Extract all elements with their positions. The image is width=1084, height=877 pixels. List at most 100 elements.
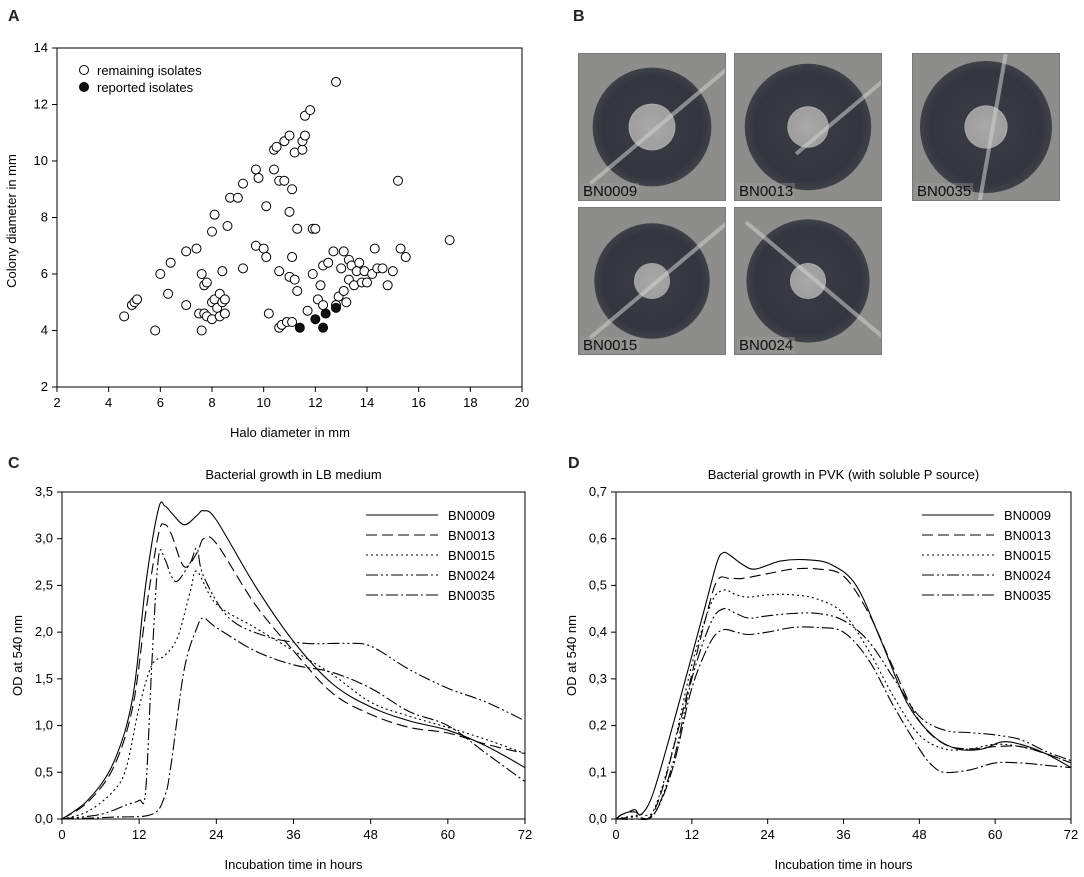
pvk-series-bn0024 (615, 607, 1072, 820)
pvk-x-tick-label: 24 (760, 827, 774, 842)
scatter-x-tick-label: 6 (157, 395, 164, 410)
scatter-y-tick-label: 4 (41, 323, 48, 338)
lb-legend-label-bn0009: BN0009 (448, 508, 495, 523)
pvk-x-tick-label: 0 (612, 827, 619, 842)
pvk-title: Bacterial growth in PVK (with soluble P … (708, 467, 979, 482)
legend-label-reported: reported isolates (97, 80, 194, 95)
lb-y-label: OD at 540 nm (10, 615, 25, 696)
pvk-legend-label-bn0015: BN0015 (1004, 548, 1051, 563)
scatter-y-tick-label: 12 (34, 97, 48, 112)
scatter-point-remaining (331, 76, 341, 87)
scatter-point-remaining (232, 192, 243, 203)
scatter-point-remaining (338, 246, 349, 257)
plate-label-bn0035: BN0035 (915, 183, 974, 200)
scatter-point-remaining (250, 164, 261, 175)
scatter-point-remaining (377, 263, 388, 274)
lb-series-bn0024 (61, 547, 526, 820)
scatter-point-remaining (132, 294, 143, 305)
scatter-point-remaining (274, 266, 285, 277)
panel-label-b: B (573, 8, 585, 25)
plate-label-bn0015: BN0015 (581, 337, 640, 354)
scatter-point-remaining (181, 246, 192, 257)
lb-title: Bacterial growth in LB medium (205, 467, 381, 482)
scatter-point-remaining (395, 243, 406, 254)
pvk-y-tick-label: 0,4 (589, 624, 607, 639)
scatter-x-tick-label: 8 (208, 395, 215, 410)
lb-x-tick-label: 72 (518, 827, 532, 842)
scatter-point-reported (318, 322, 329, 333)
lb-y-tick-label: 2,5 (35, 577, 53, 592)
scatter-point-remaining (315, 280, 326, 291)
plate-photo-bn0009: BN0009 (578, 53, 726, 201)
scatter-point-remaining (207, 226, 217, 237)
scatter-x-tick-label: 2 (53, 395, 60, 410)
lb-growth-chart: Bacterial growth in LB medium 0 12 24 36 48 60… (10, 467, 532, 872)
pvk-x-label: Incubation time in hours (774, 857, 913, 872)
legend-marker-reported (79, 82, 89, 92)
pvk-x-tick-label: 12 (685, 827, 699, 842)
scatter-y-tick-label: 2 (41, 379, 48, 394)
scatter-point-remaining (341, 297, 352, 308)
scatter-point-remaining (287, 317, 298, 328)
lb-x-tick-label: 24 (209, 827, 223, 842)
pvk-x-tick-label: 60 (988, 827, 1002, 842)
scatter-y-tick-label: 6 (41, 266, 48, 281)
panel-label-d: D (568, 455, 580, 472)
scatter-point-remaining (269, 164, 279, 175)
scatter-point-remaining (287, 252, 298, 263)
plate-photo-bn0024: BN0024 (734, 207, 882, 355)
lb-x-tick-label: 60 (441, 827, 455, 842)
pvk-y-tick-label: 0,3 (589, 671, 607, 686)
lb-legend-label-bn0035: BN0035 (448, 588, 495, 603)
scatter-point-remaining (444, 235, 455, 246)
lb-series-bn0013 (61, 523, 526, 820)
scatter-point-remaining (201, 277, 212, 288)
scatter-point-remaining (310, 223, 321, 234)
pvk-series-bn0009 (615, 551, 1072, 820)
pvk-series-bn0013 (615, 567, 1072, 821)
scatter-point-remaining (238, 263, 248, 274)
legend-marker-remaining (79, 65, 89, 75)
scatter-point-remaining (219, 294, 230, 305)
scatter-point-remaining (253, 172, 264, 183)
pvk-y-tick-label: 0,7 (589, 484, 607, 499)
legend-label-remaining: remaining isolates (97, 63, 202, 78)
scatter-point-remaining (279, 175, 290, 186)
panel-label-a: A (8, 8, 20, 25)
plate-photo-bn0013: BN0013 (734, 53, 882, 201)
scatter-point-remaining (354, 257, 365, 268)
lb-y-tick-label: 0,0 (35, 811, 53, 826)
scatter-y-tick-label: 8 (41, 210, 48, 225)
scatter-point-remaining (289, 274, 300, 285)
pvk-x-tick-label: 72 (1064, 827, 1078, 842)
scatter-chart: 2 4 6 8 10 12 14 16 18 20 2 4 6 8 10 12 14 remaining iso… (4, 40, 529, 440)
scatter-point-remaining (362, 277, 372, 288)
lb-y-tick-label: 1,0 (35, 718, 53, 733)
scatter-point-reported (310, 314, 321, 325)
scatter-x-tick-label: 18 (463, 395, 477, 410)
panel-label-c: C (8, 455, 20, 472)
scatter-point-remaining (191, 243, 202, 254)
pvk-y-tick-label: 0,2 (589, 718, 607, 733)
scatter-point-remaining (196, 325, 207, 336)
scatter-point-remaining (302, 305, 313, 316)
scatter-point-remaining (307, 269, 318, 279)
plate-label-bn0013: BN0013 (737, 183, 796, 200)
scatter-point-remaining (292, 285, 303, 296)
pvk-series-bn0035 (615, 626, 1072, 821)
lb-y-tick-label: 3,5 (35, 484, 53, 499)
scatter-point-remaining (336, 263, 347, 274)
scatter-point-remaining (382, 280, 393, 291)
scatter-point-remaining (338, 285, 349, 296)
pvk-y-tick-label: 0,6 (589, 531, 607, 546)
scatter-point-remaining (292, 223, 303, 234)
scatter-point-remaining (119, 311, 130, 322)
scatter-point-remaining (271, 141, 282, 152)
lb-legend-label-bn0015: BN0015 (448, 548, 495, 563)
scatter-point-remaining (181, 300, 192, 311)
scatter-point-remaining (261, 201, 272, 212)
scatter-y-tick-label: 10 (34, 153, 48, 168)
scatter-point-remaining (217, 266, 228, 277)
scatter-point-remaining (222, 220, 233, 231)
pvk-legend-label-bn0009: BN0009 (1004, 508, 1051, 523)
